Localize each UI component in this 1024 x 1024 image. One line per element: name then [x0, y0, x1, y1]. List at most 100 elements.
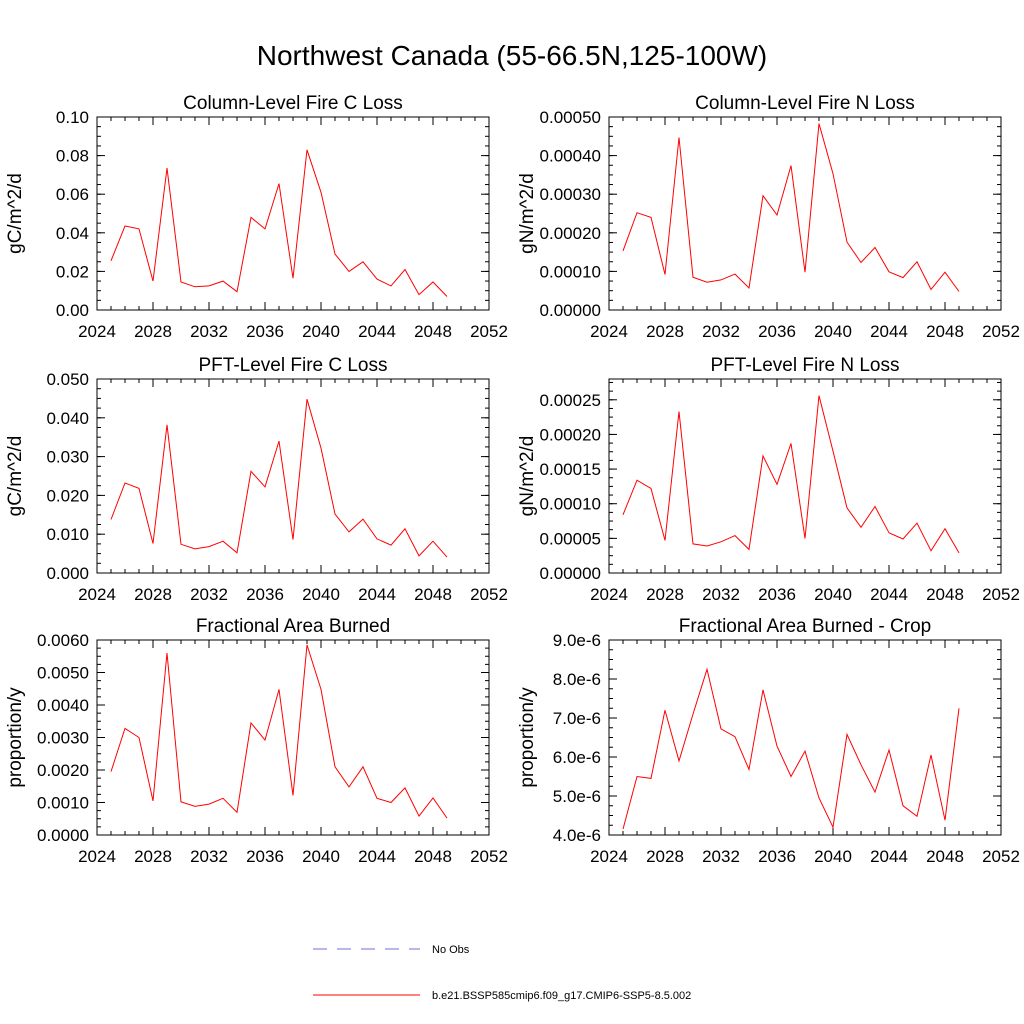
y-tick-label: 0.010 [46, 525, 89, 544]
x-tick-label: 2048 [926, 847, 964, 866]
x-tick-label: 2044 [358, 847, 396, 866]
legend-label-no-obs: No Obs [432, 944, 470, 956]
x-tick-label: 2052 [982, 322, 1020, 341]
x-tick-label: 2040 [302, 585, 340, 604]
y-tick-label: 0.0030 [37, 729, 89, 748]
x-tick-label: 2032 [190, 585, 228, 604]
x-tick-label: 2052 [470, 322, 508, 341]
y-tick-label: 0.040 [46, 409, 89, 428]
x-tick-label: 2052 [470, 847, 508, 866]
x-tick-label: 2032 [702, 322, 740, 341]
y-tick-label: 7.0e-6 [553, 709, 601, 728]
x-tick-label: 2048 [414, 322, 452, 341]
chart-panel-6: Fractional Area Burned - Crop proportion/… [517, 616, 1020, 866]
y-tick-label: 0.02 [56, 262, 89, 281]
x-tick-label: 2024 [590, 585, 628, 604]
y-tick-label: 0.0020 [37, 761, 89, 780]
plot-frame [96, 639, 490, 836]
x-tick-label: 2024 [590, 847, 628, 866]
y-tick-label: 0.00005 [540, 529, 601, 548]
chart-panel-4: PFT-Level Fire N Loss gN/m^2/d 2024 2028 203… [517, 355, 1020, 604]
legend-label-model: b.e21.BSSP585cmip6.f09_g17.CMIP6-SSP5-8.… [432, 990, 691, 1002]
y-tick-label: 4.0e-6 [553, 826, 601, 845]
y-axis-label: gC/m^2/d [5, 436, 26, 517]
plot-frame [608, 116, 1002, 311]
y-tick-label: 0.0040 [37, 696, 89, 715]
y-tick-label: 0.000 [46, 564, 89, 583]
y-tick-label: 0.00020 [540, 224, 601, 243]
x-tick-label: 2028 [134, 585, 172, 604]
series-line [110, 644, 448, 819]
y-tick-label: 0.0050 [37, 664, 89, 683]
x-tick-label: 2040 [302, 322, 340, 341]
legend: No Obs b.e21.BSSP585cmip6.f09_g17.CMIP6-… [313, 944, 691, 1002]
x-tick-label: 2028 [646, 847, 684, 866]
x-tick-label: 2040 [814, 585, 852, 604]
x-tick-label: 2036 [758, 322, 796, 341]
y-tick-label: 0.04 [56, 224, 89, 243]
x-tick-label: 2032 [702, 585, 740, 604]
panel-title: Column-Level Fire N Loss [695, 93, 915, 114]
y-tick-label: 0.06 [56, 185, 89, 204]
panel-title: Fractional Area Burned [196, 616, 390, 637]
series-line [110, 149, 448, 297]
y-tick-label: 0.00000 [540, 301, 601, 320]
series-line [110, 399, 448, 558]
x-tick-label: 2044 [358, 322, 396, 341]
x-tick-label: 2024 [78, 847, 116, 866]
y-tick-label: 6.0e-6 [553, 748, 601, 767]
y-tick-label: 0.00015 [540, 460, 601, 479]
y-tick-label: 9.0e-6 [553, 631, 601, 650]
x-tick-label: 2024 [78, 322, 116, 341]
series-line [622, 667, 960, 830]
y-tick-label: 0.0010 [37, 794, 89, 813]
x-tick-label: 2036 [246, 847, 284, 866]
x-tick-label: 2052 [982, 847, 1020, 866]
x-tick-label: 2052 [982, 585, 1020, 604]
y-tick-label: 0.10 [56, 108, 89, 127]
chart-panel-5: Fractional Area Burned proportion/y 2024 20… [5, 616, 508, 866]
series-line [622, 123, 960, 292]
x-tick-label: 2044 [870, 322, 908, 341]
panel-title: PFT-Level Fire C Loss [199, 355, 388, 376]
y-tick-label: 0.00010 [540, 262, 601, 281]
y-tick-label: 0.0060 [37, 631, 89, 650]
y-tick-label: 0.020 [46, 486, 89, 505]
y-tick-label: 0.00040 [540, 147, 601, 166]
x-tick-label: 2040 [814, 322, 852, 341]
x-tick-label: 2032 [702, 847, 740, 866]
x-tick-label: 2036 [758, 585, 796, 604]
x-tick-label: 2052 [470, 585, 508, 604]
x-tick-label: 2048 [414, 585, 452, 604]
x-tick-label: 2044 [870, 847, 908, 866]
panel-title: Column-Level Fire C Loss [183, 93, 403, 114]
x-tick-label: 2036 [758, 847, 796, 866]
x-tick-label: 2048 [926, 585, 964, 604]
y-axis-label: proportion/y [5, 687, 26, 788]
y-axis-label: proportion/y [517, 687, 538, 788]
x-tick-label: 2044 [870, 585, 908, 604]
chart-panel-2: Column-Level Fire N Loss gN/m^2/d 2024 2028… [517, 93, 1020, 341]
y-axis-label: gN/m^2/d [517, 436, 538, 517]
x-tick-label: 2044 [358, 585, 396, 604]
x-tick-label: 2028 [646, 585, 684, 604]
y-tick-label: 0.08 [56, 147, 89, 166]
x-tick-label: 2036 [246, 322, 284, 341]
figure-title: Northwest Canada (55-66.5N,125-100W) [256, 40, 768, 71]
y-tick-label: 0.00050 [540, 108, 601, 127]
x-tick-label: 2048 [926, 322, 964, 341]
y-tick-label: 0.00030 [540, 185, 601, 204]
plot-frame [96, 116, 490, 311]
x-tick-label: 2040 [302, 847, 340, 866]
y-tick-label: 8.0e-6 [553, 670, 601, 689]
x-tick-label: 2028 [134, 322, 172, 341]
y-tick-label: 0.030 [46, 448, 89, 467]
y-axis-label: gN/m^2/d [517, 173, 538, 254]
panels: Column-Level Fire C Loss gC/m^2/d 2024 2028… [5, 93, 1020, 866]
x-tick-label: 2048 [414, 847, 452, 866]
x-tick-label: 2028 [134, 847, 172, 866]
panel-title: Fractional Area Burned - Crop [679, 616, 931, 637]
y-tick-label: 0.050 [46, 370, 89, 389]
x-tick-label: 2032 [190, 322, 228, 341]
